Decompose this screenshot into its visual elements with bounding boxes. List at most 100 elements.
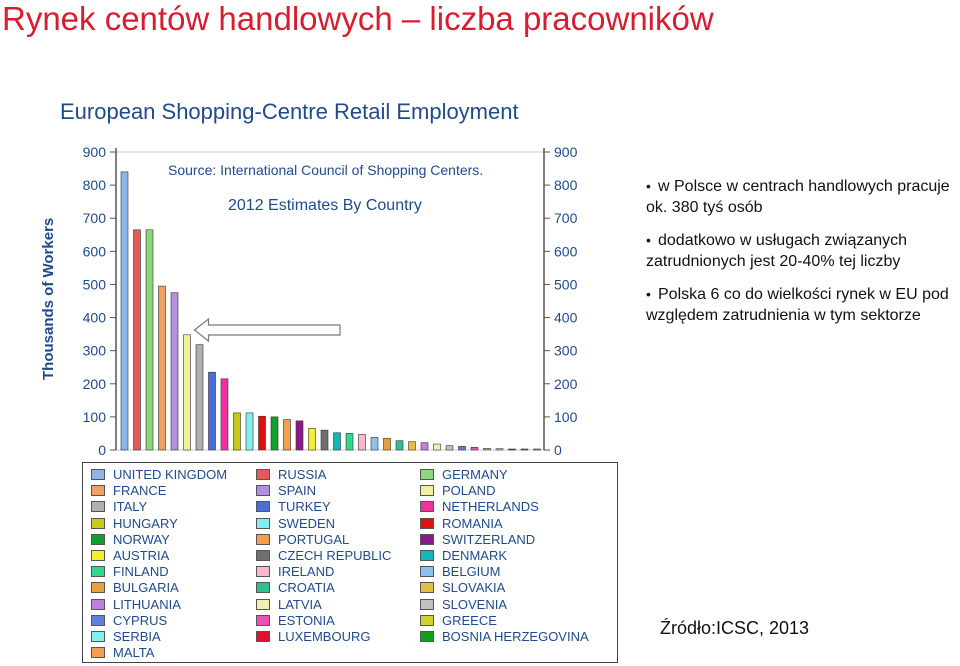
chart-legend: UNITED KINGDOM FRANCE ITALY HUNGARY NORWAY AU… <box>82 462 618 663</box>
legend-swatch <box>91 647 105 659</box>
y-tick-label-right: 500 <box>554 276 578 292</box>
legend-swatch <box>256 501 270 513</box>
legend-label: NETHERLANDS <box>442 499 539 515</box>
y-tick-label-left: 0 <box>98 442 106 458</box>
legend-label: BOSNIA HERZEGOVINA <box>442 629 589 644</box>
y-tick-label-left: 300 <box>83 343 107 359</box>
legend-label: ESTONIA <box>278 612 335 628</box>
y-tick-label-right: 100 <box>554 409 578 425</box>
bar-netherlands <box>220 378 229 451</box>
bar-slovakia <box>408 441 416 451</box>
y-tick-label-left: 400 <box>83 310 107 326</box>
legend-item-croatia: CROATIA <box>256 580 335 595</box>
legend-item-malta: MALTA <box>91 645 154 660</box>
legend-label: SWEDEN <box>278 515 336 531</box>
bar-romania <box>258 415 266 451</box>
y-tick-label-right: 900 <box>554 144 578 160</box>
legend-label: SERBIA <box>113 629 161 644</box>
legend-item-cyprus: CYPRUS <box>91 613 167 628</box>
legend-item-lithuania: LITHUANIA <box>91 597 181 612</box>
bar-lithuania <box>420 442 429 451</box>
legend-label: LUXEMBOURG <box>278 629 371 644</box>
bar-malta <box>533 448 541 451</box>
legend-label: SLOVAKIA <box>442 580 506 596</box>
legend-item-czech-republic: CZECH REPUBLIC <box>256 548 391 563</box>
legend-label: NORWAY <box>113 531 170 547</box>
y-tick-label-right: 200 <box>554 376 578 392</box>
bar-portugal <box>283 419 291 451</box>
bullet-dot-icon: • <box>646 286 651 302</box>
legend-item-norway: NORWAY <box>91 532 170 547</box>
legend-label: ITALY <box>113 499 148 515</box>
legend-label: UNITED KINGDOM <box>113 467 228 482</box>
y-tick-label-left: 200 <box>83 376 107 392</box>
bar-turkey <box>208 371 216 451</box>
legend-item-russia: RUSSIA <box>256 467 326 482</box>
legend-swatch <box>91 533 105 545</box>
bullet-dot-icon: • <box>646 232 651 248</box>
legend-swatch <box>256 566 270 578</box>
legend-swatch <box>91 598 105 610</box>
legend-item-ireland: IRELAND <box>256 564 334 579</box>
y-tick-label-right: 800 <box>554 177 578 193</box>
bar-austria <box>308 428 316 451</box>
y-tick-label-right: 0 <box>554 442 562 458</box>
bar-bulgaria <box>383 438 391 451</box>
legend-item-luxembourg: LUXEMBOURG <box>256 629 370 644</box>
bar-czech-republic <box>320 429 329 451</box>
legend-item-denmark: DENMARK <box>420 548 507 563</box>
bar-france <box>158 285 166 451</box>
legend-item-netherlands: NETHERLANDS <box>420 499 539 514</box>
legend-item-bulgaria: BULGARIA <box>91 580 179 595</box>
bar-greece <box>483 448 491 451</box>
legend-swatch <box>420 485 434 497</box>
legend-item-hungary: HUNGARY <box>91 516 178 531</box>
legend-item-spain: SPAIN <box>256 483 316 498</box>
legend-label: GERMANY <box>442 467 508 482</box>
legend-item-portugal: PORTUGAL <box>256 532 349 547</box>
y-tick-label-left: 500 <box>83 276 107 292</box>
y-tick-label-right: 600 <box>554 243 578 259</box>
legend-item-france: FRANCE <box>91 483 166 498</box>
bar-belgium <box>370 437 379 451</box>
legend-label: FRANCE <box>113 483 167 499</box>
legend-swatch <box>256 614 270 626</box>
bar-norway <box>270 416 279 451</box>
legend-item-austria: AUSTRIA <box>91 548 169 563</box>
legend-swatch <box>256 517 270 529</box>
legend-label: PORTUGAL <box>278 531 350 547</box>
y-tick-label-right: 700 <box>554 210 578 226</box>
legend-item-finland: FINLAND <box>91 564 169 579</box>
bullet-item: • Polska 6 co do wielkości rynek w EU po… <box>646 284 958 326</box>
legend-swatch <box>256 582 270 594</box>
y-tick-label-right: 300 <box>554 343 578 359</box>
legend-label: SPAIN <box>278 483 317 499</box>
legend-label: BULGARIA <box>113 580 179 596</box>
legend-label: LATVIA <box>278 596 322 612</box>
y-tick-label-left: 900 <box>83 144 107 160</box>
legend-label: SLOVENIA <box>442 596 508 612</box>
bar-sweden <box>245 412 254 451</box>
legend-item-poland: POLAND <box>420 483 495 498</box>
legend-item-sweden: SWEDEN <box>256 516 335 531</box>
legend-label: BELGIUM <box>442 564 501 580</box>
bullet-text: dodatkowo w usługach związanych zatrudni… <box>646 232 908 270</box>
legend-swatch <box>420 550 434 561</box>
legend-swatch <box>420 566 434 578</box>
legend-swatch <box>420 469 434 480</box>
legend-item-slovakia: SLOVAKIA <box>420 580 505 595</box>
legend-swatch <box>420 614 434 626</box>
legend-swatch <box>256 550 270 561</box>
legend-label: SWITZERLAND <box>442 531 536 547</box>
bar-finland <box>345 433 354 451</box>
bullet-dot-icon: • <box>646 178 651 194</box>
legend-swatch <box>91 631 105 642</box>
legend-label: DENMARK <box>442 548 508 563</box>
slide-title: Rynek centów handlowych – liczba pracown… <box>2 0 714 37</box>
bar-ireland <box>358 434 366 451</box>
bar-denmark <box>333 432 341 451</box>
legend-swatch <box>91 501 105 513</box>
legend-item-greece: GREECE <box>420 613 497 628</box>
bullet-list: • w Polsce w centrach handlowych pracuje… <box>646 176 958 338</box>
chart-title: European Shopping-Centre Retail Employme… <box>60 99 519 124</box>
